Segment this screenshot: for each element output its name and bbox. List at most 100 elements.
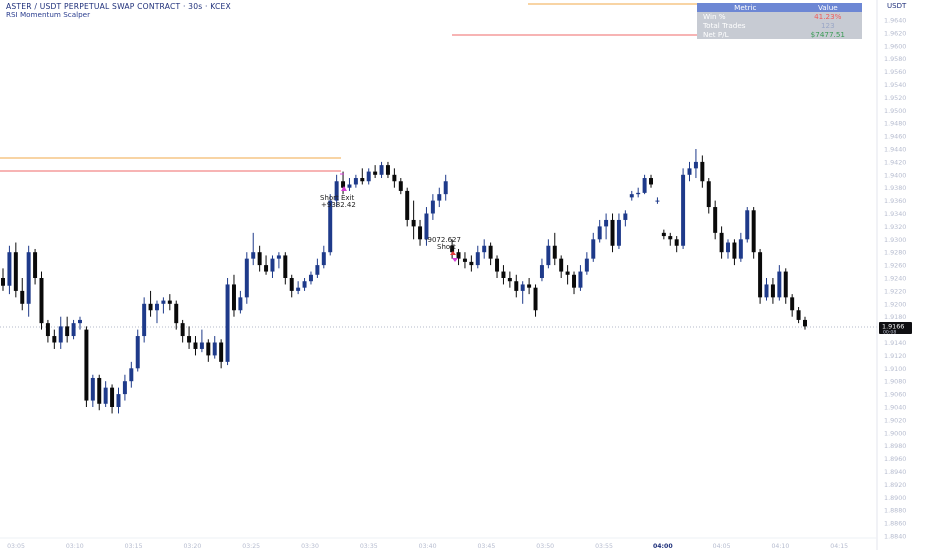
candle-body <box>796 310 801 320</box>
candle <box>308 271 313 285</box>
candle-body <box>373 171 378 175</box>
candle-body <box>546 245 551 266</box>
candle <box>482 239 487 259</box>
candle-body <box>803 319 807 327</box>
price-tick-label: 1.8840 <box>884 533 906 541</box>
candle <box>231 274 236 317</box>
candle-body <box>469 261 474 266</box>
candle <box>71 319 76 340</box>
candle <box>347 178 352 191</box>
candle-body <box>13 252 18 291</box>
candle <box>668 232 673 246</box>
candle <box>289 274 294 298</box>
candle <box>360 168 365 185</box>
candle <box>385 161 390 179</box>
candle-body <box>462 258 467 262</box>
candle <box>219 339 224 369</box>
candle-body <box>719 232 724 253</box>
price-tick-label: 1.9540 <box>884 81 906 89</box>
metrics-row: Win % 41.23% <box>697 12 862 21</box>
price-tick-label: 1.9000 <box>884 429 906 437</box>
candle <box>604 213 609 240</box>
candle-body <box>225 284 230 362</box>
metric-value: 123 <box>793 21 862 30</box>
candle-body <box>379 165 384 175</box>
candle <box>565 265 570 285</box>
metric-label: Net P/L <box>697 30 794 39</box>
time-tick-label: 03:20 <box>183 543 201 550</box>
candle-body <box>584 258 589 272</box>
candle-body <box>636 192 641 195</box>
price-tick-label: 1.9520 <box>884 94 906 102</box>
time-tick-label: 03:40 <box>419 543 437 550</box>
candle-body <box>328 200 333 253</box>
price-tick-label: 1.9360 <box>884 197 906 205</box>
candle-body <box>507 278 512 282</box>
candle-body <box>649 178 654 185</box>
candle <box>424 207 429 246</box>
candle <box>154 300 159 324</box>
candle <box>65 316 70 343</box>
price-tick-label: 1.9380 <box>884 184 906 192</box>
candle <box>13 242 18 298</box>
price-tick-label: 1.9420 <box>884 158 906 166</box>
candle <box>315 258 320 278</box>
candle <box>790 294 795 317</box>
candle-body <box>103 387 108 404</box>
candle-body <box>764 284 769 298</box>
candle-body <box>501 271 506 278</box>
time-tick-label: 04:10 <box>771 543 789 550</box>
candle <box>225 278 230 366</box>
candle-body <box>39 278 44 324</box>
candle-body <box>661 232 666 237</box>
candle <box>110 384 115 414</box>
candle <box>45 319 50 343</box>
candle-body <box>71 323 76 337</box>
candle <box>796 307 801 324</box>
candle <box>187 326 192 349</box>
candle-body <box>238 297 243 311</box>
candle-body <box>142 303 147 337</box>
short-entry-marker-icon <box>452 258 458 262</box>
candle-body <box>687 168 692 175</box>
candle-body <box>26 252 31 304</box>
candle <box>7 245 12 295</box>
price-tick-label: 1.9120 <box>884 352 906 360</box>
candle-body <box>366 171 371 182</box>
price-tick-label: 1.9240 <box>884 275 906 283</box>
candle <box>674 236 679 253</box>
candle <box>283 252 288 285</box>
price-tick-label: 1.9300 <box>884 236 906 244</box>
candle <box>334 174 339 208</box>
candle <box>33 248 38 285</box>
candle-body <box>135 336 140 369</box>
price-tick-label: 1.9600 <box>884 42 906 50</box>
candle <box>642 174 647 195</box>
candle-body <box>597 226 602 240</box>
candle <box>693 149 698 179</box>
candle-body <box>116 394 121 407</box>
candle <box>719 226 724 259</box>
candle-body <box>539 265 544 278</box>
candle-body <box>199 342 204 349</box>
candle-body <box>110 387 115 407</box>
candle <box>193 336 198 356</box>
short-exit-marker-icon <box>341 186 347 191</box>
candle <box>251 232 256 266</box>
currency-label[interactable]: USDT <box>887 2 907 10</box>
candle <box>148 290 153 317</box>
candle <box>623 210 628 227</box>
indicator-name[interactable]: RSI Momentum Scalper <box>6 10 91 19</box>
candle-body <box>726 242 730 253</box>
price-tick-label: 1.9340 <box>884 210 906 218</box>
candle <box>706 178 711 214</box>
candle-body <box>398 181 403 191</box>
candle-body <box>20 290 25 304</box>
candle <box>745 207 750 243</box>
candle <box>212 336 217 359</box>
candle-body <box>122 381 127 395</box>
candle-body <box>33 252 38 278</box>
candle-body <box>167 300 172 304</box>
price-tick-label: 1.9640 <box>884 17 906 25</box>
